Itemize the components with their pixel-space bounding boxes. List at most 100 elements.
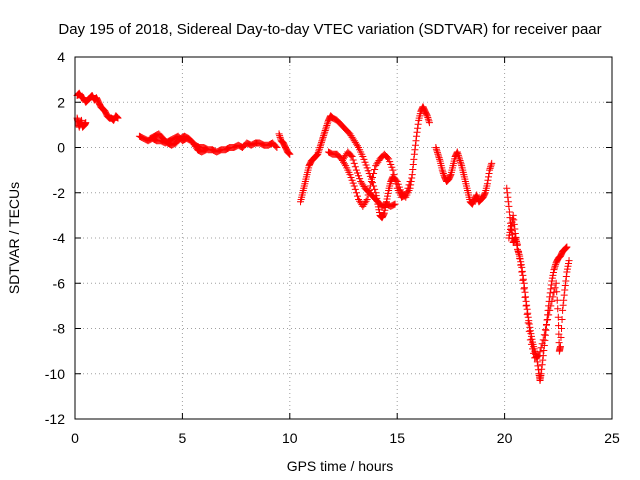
data-point (322, 125, 330, 133)
data-point (316, 144, 324, 151)
data-point (412, 137, 420, 145)
data-point (538, 361, 546, 369)
data-point (473, 191, 481, 199)
data-point (508, 231, 516, 239)
data-point (512, 237, 520, 245)
data-point (275, 130, 283, 138)
data-point (436, 155, 444, 163)
data-point (524, 309, 532, 317)
data-point (314, 149, 322, 157)
data-point (410, 155, 418, 163)
data-point (368, 173, 376, 181)
data-point (367, 177, 375, 185)
data-point (512, 236, 520, 244)
data-point (505, 202, 513, 210)
data-point (551, 264, 559, 272)
data-point (438, 166, 446, 174)
data-point (318, 137, 326, 145)
data-point (565, 257, 573, 265)
data-point (509, 211, 517, 219)
data-point (526, 336, 534, 344)
data-point (561, 286, 569, 294)
data-point (353, 142, 361, 150)
data-point (488, 159, 496, 167)
y-tick-label: 4 (57, 49, 65, 65)
data-point (341, 160, 349, 168)
data-point (409, 166, 417, 174)
data-point (542, 321, 550, 329)
data-point (112, 112, 120, 120)
data-point (432, 145, 440, 153)
data-point (559, 306, 567, 314)
data-point (561, 282, 569, 290)
y-tick-label: -8 (53, 321, 66, 337)
data-point (319, 135, 327, 143)
y-tick-label: 0 (57, 140, 65, 156)
data-point (391, 175, 399, 183)
data-point (410, 150, 418, 158)
data-point (540, 331, 548, 339)
data-point (409, 160, 417, 168)
data-point (510, 216, 518, 224)
y-axis-title: SDTVAR / TECUs (6, 182, 22, 294)
data-point (435, 154, 443, 162)
data-point (558, 315, 566, 323)
data-point (285, 149, 293, 157)
data-point (543, 316, 551, 324)
data-point (518, 268, 526, 276)
data-point (323, 120, 331, 128)
data-point (562, 244, 570, 252)
data-point (455, 155, 463, 163)
data-point (537, 370, 545, 378)
data-point (320, 132, 328, 140)
data-point (511, 225, 519, 233)
data-point (455, 153, 463, 161)
data-point (276, 132, 284, 140)
data-point (414, 120, 422, 128)
data-point (538, 365, 546, 373)
data-point (322, 123, 330, 131)
data-point (82, 119, 90, 127)
data-point (545, 311, 553, 319)
data-point (348, 153, 356, 161)
data-point (321, 127, 329, 135)
data-point (504, 198, 512, 206)
data-point (113, 114, 121, 122)
data-point (114, 114, 122, 122)
x-tick-label: 10 (282, 430, 298, 446)
data-point (523, 310, 531, 318)
data-point (560, 296, 568, 304)
data-point (366, 182, 374, 190)
data-point (523, 301, 531, 309)
data-point (522, 302, 530, 310)
data-point (403, 188, 411, 196)
data-point (503, 189, 511, 197)
data-point (362, 197, 370, 205)
data-point (454, 150, 462, 158)
data-point (553, 288, 561, 296)
data-point (408, 174, 416, 182)
data-point (315, 145, 323, 153)
data-point (516, 254, 524, 262)
data-point (389, 166, 397, 174)
data-point (454, 151, 462, 159)
data-point (321, 128, 329, 136)
data-point (562, 277, 570, 285)
data-point (511, 234, 519, 242)
x-tick-label: 20 (497, 430, 513, 446)
data-point (513, 239, 521, 247)
data-point (404, 184, 412, 192)
data-point (515, 248, 523, 256)
data-point (561, 245, 569, 253)
data-point (552, 279, 560, 287)
data-point (484, 173, 492, 181)
y-tick-label: -10 (45, 366, 65, 382)
x-tick-label: 0 (71, 430, 79, 446)
data-point (513, 241, 521, 249)
data-point (439, 168, 447, 176)
data-point (534, 366, 542, 374)
data-point (390, 171, 398, 179)
x-tick-label: 5 (179, 430, 187, 446)
data-point (519, 275, 527, 283)
data-point (547, 285, 555, 293)
